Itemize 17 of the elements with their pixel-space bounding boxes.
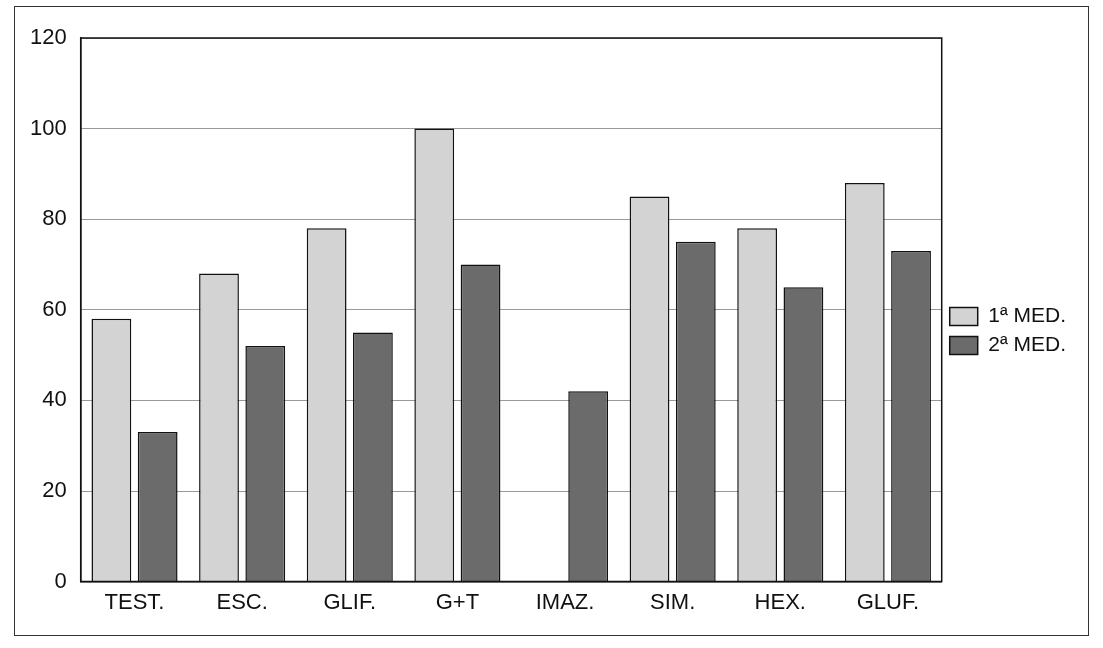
y-tick-label: 0 <box>54 567 67 593</box>
y-tick-label: 120 <box>29 24 67 50</box>
x-tick-label: G+T <box>435 588 480 614</box>
y-tick-label: 60 <box>42 295 67 321</box>
x-tick-label: IMAZ. <box>535 588 595 614</box>
legend-label: 2ª MED. <box>988 332 1067 356</box>
x-tick-label: TEST. <box>104 588 165 614</box>
x-tick-label: HEX. <box>754 588 806 614</box>
y-tick-label: 40 <box>42 386 67 412</box>
x-tick-label: GLUF. <box>856 588 920 614</box>
x-tick-label: GLIF. <box>323 588 377 614</box>
x-tick-label: SIM. <box>650 588 696 614</box>
y-tick-label: 80 <box>42 205 67 231</box>
y-tick-label: 20 <box>42 477 67 503</box>
y-tick-label: 100 <box>29 114 67 140</box>
x-tick-label: ESC. <box>216 588 268 614</box>
legend-label: 1ª MED. <box>988 303 1067 327</box>
